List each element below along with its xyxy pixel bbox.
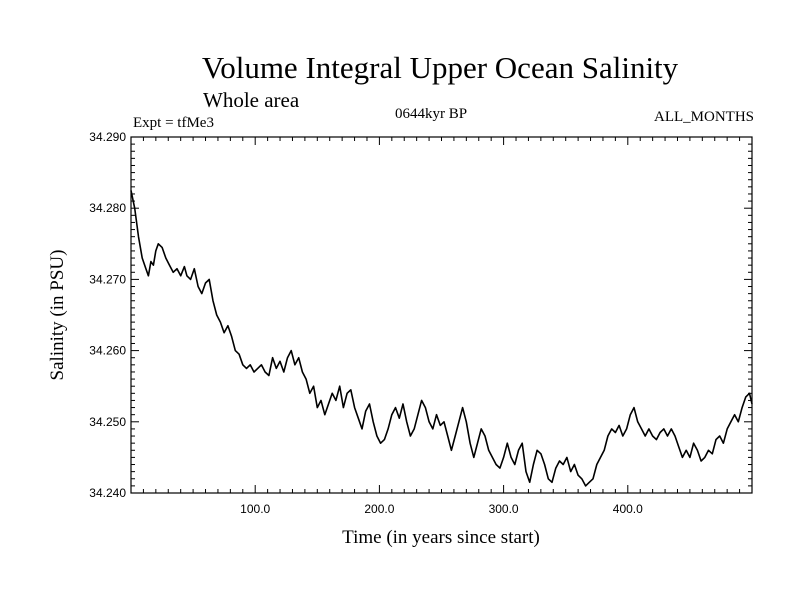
experiment-label: Expt = tfMe3: [133, 115, 214, 131]
x-tick-label: 200.0: [364, 502, 394, 516]
plot-frame: [130, 136, 753, 494]
x-tick-label: 100.0: [240, 502, 270, 516]
period-label: 0644kyr BP: [395, 106, 468, 122]
x-tick-label: 300.0: [489, 502, 519, 516]
chart-title: Volume Integral Upper Ocean Salinity: [201, 50, 679, 85]
y-tick-labels: 34.240 34.250 34.260 34.270 34.280 34.290: [89, 130, 126, 500]
y-tick-label: 34.270: [89, 272, 126, 286]
x-tick-label: 400.0: [613, 502, 643, 516]
y-tick-label: 34.290: [89, 130, 126, 144]
months-label: ALL_MONTHS: [654, 109, 754, 125]
y-axis-title: Salinity (in PSU): [47, 250, 68, 381]
x-tick-labels: 100.0 200.0 300.0 400.0: [240, 502, 643, 516]
axis-ticks: [131, 137, 752, 493]
y-tick-label: 34.250: [89, 415, 126, 429]
series-line: [130, 190, 753, 487]
x-axis-title: Time (in years since start): [342, 527, 540, 548]
y-tick-label: 34.280: [89, 201, 126, 215]
y-tick-label: 34.260: [89, 344, 126, 358]
y-tick-label: 34.240: [89, 486, 126, 500]
chart-subtitle: Whole area: [203, 88, 300, 112]
